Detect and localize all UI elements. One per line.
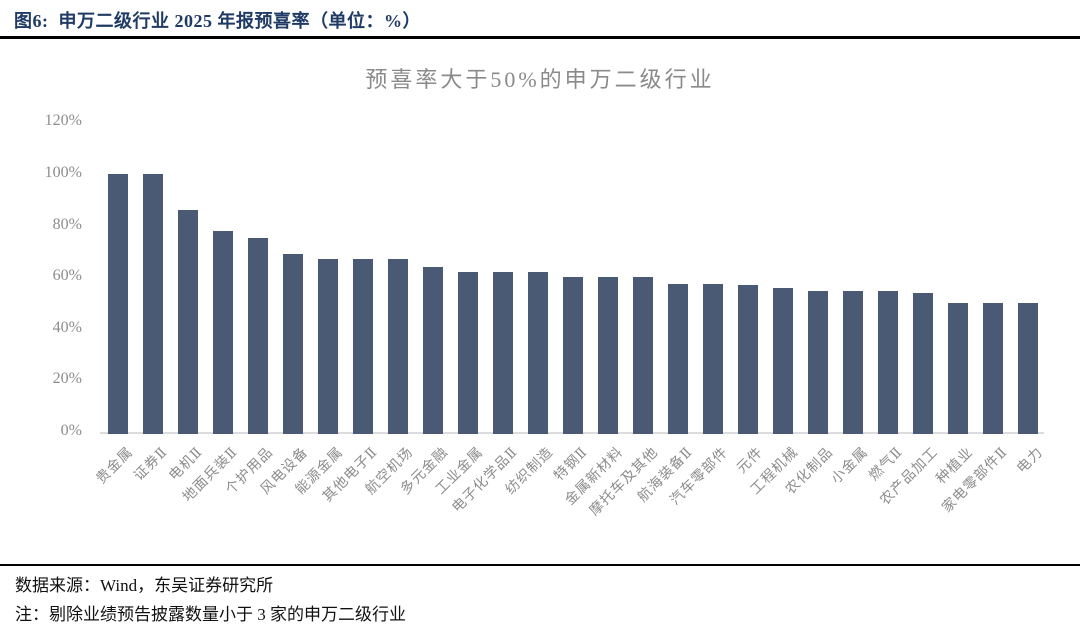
- footnote: 注：剔除业绩预告披露数量小于 3 家的申万二级行业: [15, 605, 406, 624]
- bar: [458, 272, 478, 434]
- data-source: 数据来源：Wind，东吴证券研究所: [15, 576, 274, 595]
- bar: [598, 277, 618, 434]
- header-divider: [0, 36, 1080, 39]
- bar: [528, 272, 548, 434]
- bar: [738, 285, 758, 434]
- y-axis-tick-label: 60%: [52, 267, 82, 285]
- bar: [423, 267, 443, 434]
- y-axis-tick-label: 100%: [44, 164, 82, 181]
- y-axis-tick-label: 20%: [52, 370, 82, 388]
- bar: [493, 272, 513, 434]
- bar: [388, 259, 408, 434]
- bar: [248, 238, 268, 434]
- bar: [808, 291, 828, 434]
- bar: [1018, 303, 1038, 434]
- bar: [353, 259, 373, 434]
- y-axis-tick-label: 0%: [60, 422, 82, 439]
- figure-caption: 图6: 申万二级行业 2025 年报预喜率（单位：%）: [14, 11, 421, 31]
- bar: [563, 277, 583, 434]
- bar: [668, 284, 688, 434]
- bar: [773, 288, 793, 434]
- bar: [633, 277, 653, 434]
- y-axis-tick-label: 120%: [44, 112, 82, 130]
- chart-title: 预喜率大于50%的申万二级行业: [365, 67, 715, 92]
- bar: [948, 303, 968, 434]
- bar: [108, 174, 128, 434]
- bar: [913, 293, 933, 434]
- bar: [213, 231, 233, 434]
- bar: [178, 210, 198, 434]
- bar: [983, 303, 1003, 434]
- bar: [703, 284, 723, 434]
- y-axis-tick-label: 40%: [52, 318, 82, 336]
- bar: [878, 291, 898, 434]
- footer-divider: [0, 564, 1080, 566]
- bar: [143, 174, 163, 434]
- bar: [318, 259, 338, 434]
- bar: [843, 291, 863, 434]
- y-axis-tick-label: 80%: [52, 215, 82, 233]
- bar: [283, 254, 303, 434]
